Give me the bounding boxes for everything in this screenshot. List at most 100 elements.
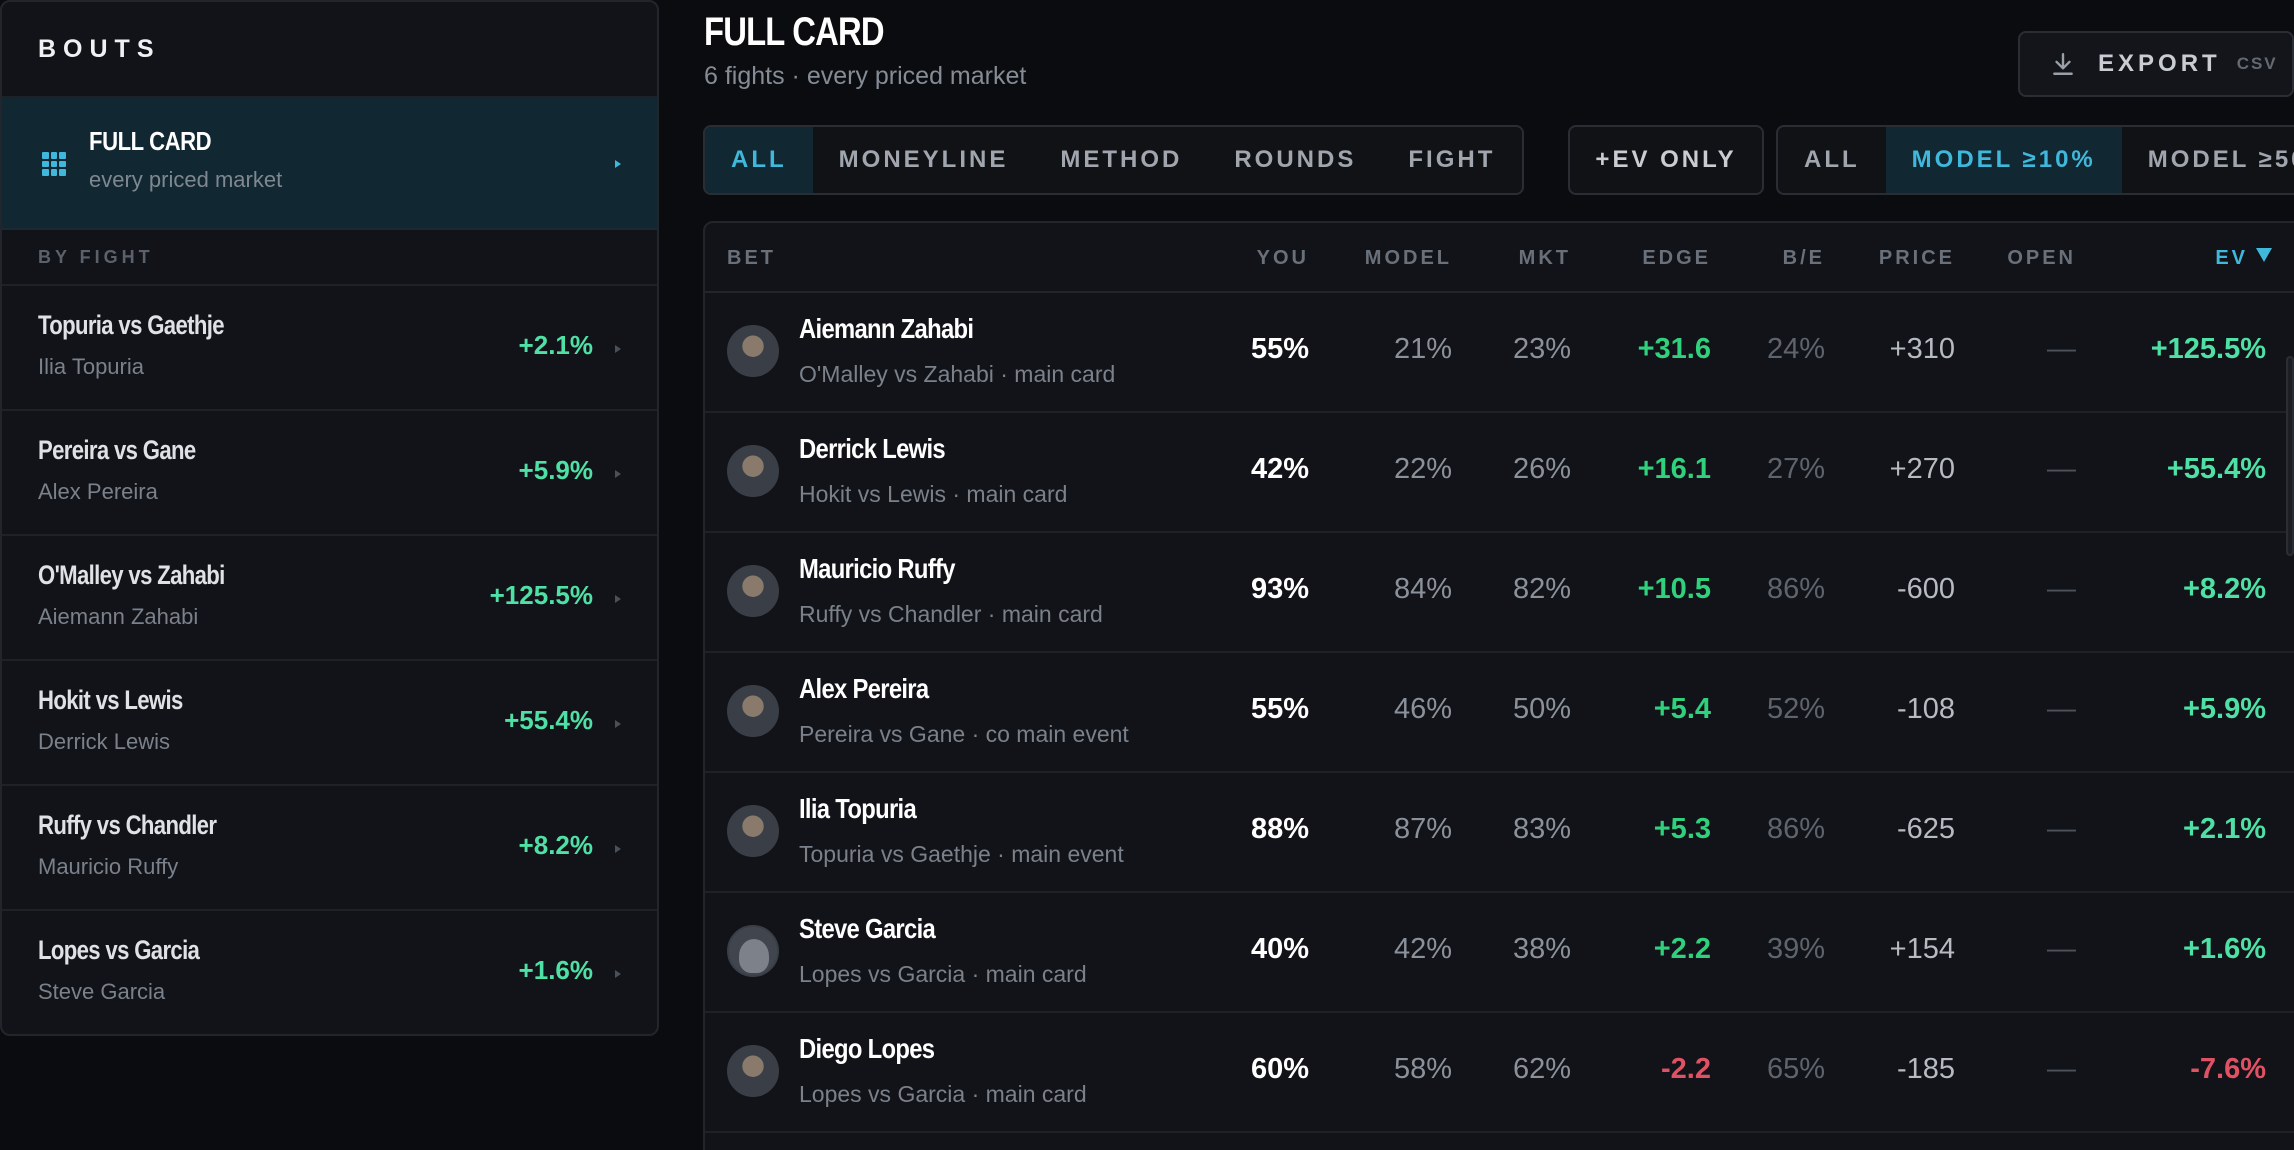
breakeven-prob: 65% <box>1766 1053 1825 1085</box>
chevron-right-icon <box>615 160 621 168</box>
edge-value: +5.3 <box>1653 813 1711 845</box>
column-header-ev[interactable]: EV <box>2215 247 2272 270</box>
fight-context: Hokit vs Lewis · main card <box>799 481 1068 507</box>
section-label-by-fight: BY FIGHT <box>2 230 657 286</box>
market-prob: 82% <box>1512 573 1571 605</box>
model-prob: 46% <box>1393 693 1452 725</box>
avatar <box>727 805 779 857</box>
fight-context: Pereira vs Gane · co main event <box>799 721 1129 747</box>
you-prob: 55% <box>1250 693 1309 725</box>
column-header-mkt[interactable]: MKT <box>1519 247 1571 270</box>
sidebar-item-fight[interactable]: Pereira vs Gane Alex Pereira +5.9% <box>2 411 657 536</box>
column-header-label: B/E <box>1782 247 1825 269</box>
edge-value: -2.2 <box>1661 1053 1711 1085</box>
edge-value: +10.5 <box>1637 573 1711 605</box>
open-odds: — <box>2047 1053 2076 1085</box>
fight-ev: +55.4% <box>504 705 593 735</box>
ev-only-toggle[interactable]: +EV ONLY <box>1595 146 1737 173</box>
fight-name: O'Malley vs Zahabi <box>38 560 225 590</box>
fight-context: Ruffy vs Chandler · main card <box>799 601 1103 627</box>
column-header-you[interactable]: YOU <box>1257 247 1309 270</box>
table-row[interactable]: Mauricio Ruffy Ruffy vs Chandler · main c… <box>705 533 2294 653</box>
model-filter-option[interactable]: ALL <box>1804 146 1860 173</box>
fighter-name: Mauricio Ruffy <box>799 553 955 584</box>
fight-list: Topuria vs Gaethje Ilia Topuria +2.1% Perei… <box>2 286 657 1034</box>
fight-pick: Steve Garcia <box>38 979 166 1004</box>
filter-tab-all[interactable]: ALL <box>705 127 813 193</box>
ev-value: +125.5% <box>2150 333 2266 365</box>
model-prob: 58% <box>1393 1053 1452 1085</box>
grid-icon <box>42 152 66 176</box>
fight-context: Topuria vs Gaethje · main event <box>799 841 1124 867</box>
market-prob: 50% <box>1512 693 1571 725</box>
chevron-right-icon <box>615 470 621 478</box>
chevron-right-icon <box>615 970 621 978</box>
sidebar-item-full-card[interactable]: FULL CARD every priced market <box>2 98 657 230</box>
column-header-edge[interactable]: EDGE <box>1642 247 1711 270</box>
fight-ev: +5.9% <box>518 455 593 485</box>
breakeven-prob: 52% <box>1766 693 1825 725</box>
full-card-title: FULL CARD <box>89 126 212 156</box>
column-header-be[interactable]: B/E <box>1783 247 1825 270</box>
filter-tab-rounds[interactable]: ROUNDS <box>1234 146 1357 173</box>
fighter-name: Alex Pereira <box>799 673 929 704</box>
filter-tab-moneyline[interactable]: MONEYLINE <box>838 146 1009 173</box>
model-prob: 21% <box>1393 333 1452 365</box>
model-prob: 87% <box>1393 813 1452 845</box>
sidebar-item-fight[interactable]: Ruffy vs Chandler Mauricio Ruffy +8.2% <box>2 786 657 911</box>
breakeven-prob: 86% <box>1766 813 1825 845</box>
sidebar-item-fight[interactable]: Lopes vs Garcia Steve Garcia +1.6% <box>2 911 657 1034</box>
fight-name: Pereira vs Gane <box>38 435 196 465</box>
breakeven-prob: 27% <box>1766 453 1825 485</box>
export-csv-button[interactable]: EXPORT CSV <box>2018 31 2294 97</box>
model-prob: 22% <box>1393 453 1452 485</box>
market-type-filter: ALL MONEYLINE METHOD ROUNDS FIGHT <box>703 125 1524 195</box>
sidebar-item-fight[interactable]: O'Malley vs Zahabi Aiemann Zahabi +125.5% <box>2 536 657 661</box>
model-filter-option[interactable]: MODEL ≥10% <box>1885 127 2122 193</box>
you-prob: 55% <box>1250 333 1309 365</box>
avatar <box>727 325 779 377</box>
price-odds: +310 <box>1889 333 1955 365</box>
market-prob: 23% <box>1512 333 1571 365</box>
breakeven-prob: 24% <box>1766 333 1825 365</box>
table-row[interactable]: Diego Lopes Lopes vs Garcia · main card 60… <box>705 1013 2294 1133</box>
fight-context: O'Malley vs Zahabi · main card <box>799 361 1116 387</box>
model-filter-option[interactable]: MODEL ≥50% <box>2147 146 2294 173</box>
table-row[interactable]: Ilia Topuria Topuria vs Gaethje · main ev… <box>705 773 2294 893</box>
table-row[interactable]: Steve Garcia Lopes vs Garcia · main card 4… <box>705 893 2294 1013</box>
market-prob: 83% <box>1512 813 1571 845</box>
table-body: Aiemann Zahabi O'Malley vs Zahabi · main … <box>705 293 2294 1133</box>
bets-table: BET YOU MODEL MKT EDGE B/E PRICE OPEN EV Aiemann… <box>703 221 2294 1150</box>
column-header-open[interactable]: OPEN <box>2007 247 2076 270</box>
page-subtitle: 6 fights · every priced market <box>704 62 1027 90</box>
filter-tab-method[interactable]: METHOD <box>1060 146 1183 173</box>
chevron-right-icon <box>615 845 621 853</box>
fight-name: Topuria vs Gaethje <box>38 310 225 340</box>
bouts-sidebar: BOUTS FULL CARD every priced market BY F… <box>0 0 659 1036</box>
you-prob: 60% <box>1250 1053 1309 1085</box>
open-odds: — <box>2047 933 2076 965</box>
fight-pick: Ilia Topuria <box>38 354 144 379</box>
column-header-price[interactable]: PRICE <box>1879 247 1955 270</box>
ev-value: +55.4% <box>2166 453 2266 485</box>
you-prob: 40% <box>1250 933 1309 965</box>
ev-value: +8.2% <box>2182 573 2266 605</box>
table-row[interactable]: Derrick Lewis Hokit vs Lewis · main card 4… <box>705 413 2294 533</box>
download-icon <box>2053 53 2073 75</box>
column-header-bet[interactable]: BET <box>727 247 776 270</box>
edge-value: +2.2 <box>1653 933 1711 965</box>
scrollbar-thumb[interactable] <box>2286 356 2294 556</box>
filter-tab-fight[interactable]: FIGHT <box>1408 146 1496 173</box>
fight-name: Hokit vs Lewis <box>38 685 183 715</box>
fight-pick: Derrick Lewis <box>38 729 171 754</box>
sidebar-item-fight[interactable]: Hokit vs Lewis Derrick Lewis +55.4% <box>2 661 657 786</box>
sidebar-item-fight[interactable]: Topuria vs Gaethje Ilia Topuria +2.1% <box>2 286 657 411</box>
price-odds: +154 <box>1889 933 1955 965</box>
fight-context: Lopes vs Garcia · main card <box>799 961 1087 987</box>
fight-name: Lopes vs Garcia <box>38 935 200 965</box>
table-row[interactable]: Aiemann Zahabi O'Malley vs Zahabi · main … <box>705 293 2294 413</box>
ev-value: +1.6% <box>2182 933 2266 965</box>
column-header-model[interactable]: MODEL <box>1365 247 1452 270</box>
table-row[interactable]: Alex Pereira Pereira vs Gane · co main ev… <box>705 653 2294 773</box>
fight-name: Ruffy vs Chandler <box>38 810 217 840</box>
